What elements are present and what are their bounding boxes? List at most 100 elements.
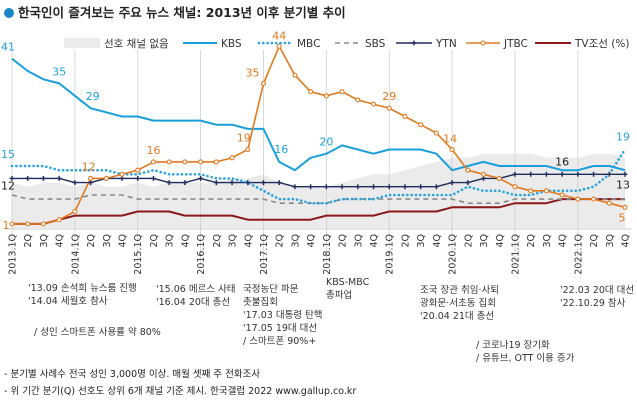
x-tick-label: 3Q [353,234,364,248]
jtbc-point-marker [229,155,235,161]
legend-label-none: 선호 채널 없음 [104,37,169,50]
data-label-jtbc: 12 [82,160,96,173]
jtbc-point-marker [166,159,172,165]
ytn-point-marker [622,171,628,177]
annotation-mers: '15.06 메르스 사태 '16.04 20대 총선 [156,283,236,309]
annotation-line: '14.04 세월호 참사 [28,296,108,307]
data-label-ytn: 16 [555,155,569,168]
series-line-kbs [11,57,626,172]
jtbc-point-marker [292,72,298,78]
series-line-jtbc [12,45,626,225]
legend-marker-jtbc [480,40,486,46]
chart-title: 한국인이 즐겨보는 주요 뉴스 채널: 2013년 이후 분기별 추이 [4,2,346,21]
x-tick-label: 3Q [605,234,616,248]
footnotes: - 분기별 사례수 전국 성인 3,000명 이상. 매월 셋째 주 전화조사 … [4,366,356,400]
data-label-jtbc: 35 [245,66,259,79]
x-tick-label: 2018.1Q [322,234,333,275]
jtbc-point-marker [182,159,188,165]
legend-label-mbc: MBC [297,38,320,50]
ytn-point-marker [386,184,392,190]
annotation-line: 총파업 [326,290,353,301]
ytn-point-marker [182,180,188,186]
jtbc-point-marker [528,188,534,194]
jtbc-point-marker [260,80,267,86]
x-tick-label: 4Q [306,234,317,248]
jtbc-point-marker [276,43,282,49]
annotation-smartphone-80: / 성인 스마트폰 사용률 약 80% [34,326,161,339]
ytn-point-marker [245,180,251,186]
x-tick-label: 4Q [243,234,254,248]
ytn-point-marker [591,171,597,177]
annotation-line: '17.05 19대 대선 [243,323,318,334]
data-label-mbc: 15 [1,148,15,161]
annotation-line: '13.09 손석희 뉴스룸 진행 [28,283,137,294]
x-tick-label: 2Q [23,234,34,248]
x-tick-label: 2Q [589,234,600,248]
ytn-point-marker [543,171,549,177]
legend-label-ytn: YTN [435,38,457,50]
x-tick-label: 3Q [102,234,113,248]
ytn-point-marker [512,171,518,177]
jtbc-point-marker [103,175,109,181]
x-tick-label: 2020.1Q [448,234,459,275]
ytn-point-marker [213,180,219,186]
jtbc-point-marker [386,105,392,111]
ytn-point-marker [606,171,612,177]
x-tick-label: 2Q [526,234,537,248]
jtbc-point-marker [72,208,78,215]
x-tick-label: 4Q [118,234,129,248]
jtbc-point-marker [512,184,518,190]
ytn-point-marker [371,184,377,190]
jtbc-point-marker [355,97,361,103]
jtbc-point-marker [622,204,628,210]
x-tick-label: 3Q [165,234,176,248]
annotation-strike: KBS-MBC 총파업 [326,276,369,302]
bullet-icon [4,8,14,18]
x-tick-label: 2014.1Q [70,234,81,275]
ytn-point-marker [229,180,235,186]
data-label-kbs: 41 [1,41,15,54]
series-line-tv [12,198,625,225]
jtbc-point-marker [323,93,329,99]
annotation-line: 조국 장관 취임·사퇴 [420,285,499,296]
chart-title-text: 한국인이 즐겨보는 주요 뉴스 채널: 2013년 이후 분기별 추이 [18,5,346,20]
ytn-point-marker [449,180,455,186]
data-label-jtbc: 14 [443,133,457,146]
jtbc-point-marker [465,167,471,173]
annotation-cho-kuk: 조국 장관 취임·사퇴 광화문·서초동 집회 '20.04 21대 총선 [420,284,499,323]
data-label-kbs: 29 [86,90,100,103]
legend-marker-ytn [411,40,417,46]
jtbc-point-marker [433,130,439,136]
series-line-ytn [12,173,625,188]
data-label-ytn: 13 [616,178,630,191]
data-label-jtbc: 5 [619,211,626,224]
footnote-1: - 분기별 사례수 전국 성인 3,000명 이상. 매월 셋째 주 전화조사 [4,369,261,380]
x-tick-label: 3Q [228,234,239,248]
annotation-line: '20.04 21대 총선 [420,311,495,322]
annotation-line: / 코로나19 장기화 [476,340,550,351]
ytn-point-marker [40,175,46,181]
ytn-point-marker [276,180,282,186]
x-tick-label: 2Q [275,234,286,248]
ytn-point-marker [166,180,172,186]
x-tick-label: 2013.1Q [8,234,19,275]
x-tick-label: 2Q [86,234,97,248]
jtbc-point-marker [418,122,424,128]
x-tick-label: 2Q [212,234,223,248]
ytn-point-marker [56,175,62,181]
ytn-point-marker [528,171,534,177]
x-tick-label: 2017.1Q [259,234,270,275]
jtbc-point-marker [480,171,487,177]
annotation-sewol: '13.09 손석희 뉴스룸 진행 '14.04 세월호 참사 [28,282,137,308]
x-tick-label: 2Q [149,234,160,248]
ytn-point-marker [402,184,408,190]
ytn-point-marker [575,171,581,177]
annotation-line: 촛불집회 [243,297,278,308]
jtbc-point-marker [606,200,612,206]
jtbc-point-marker [591,196,597,202]
annotation-line: / 성인 스마트폰 사용률 약 80% [34,327,161,338]
x-tick-label: 2Q [400,234,411,248]
ytn-point-marker [260,180,266,186]
annotation-2022-election: '22.03 20대 대선 '22.10.29 참사 [560,284,634,310]
ytn-point-marker [433,184,439,190]
